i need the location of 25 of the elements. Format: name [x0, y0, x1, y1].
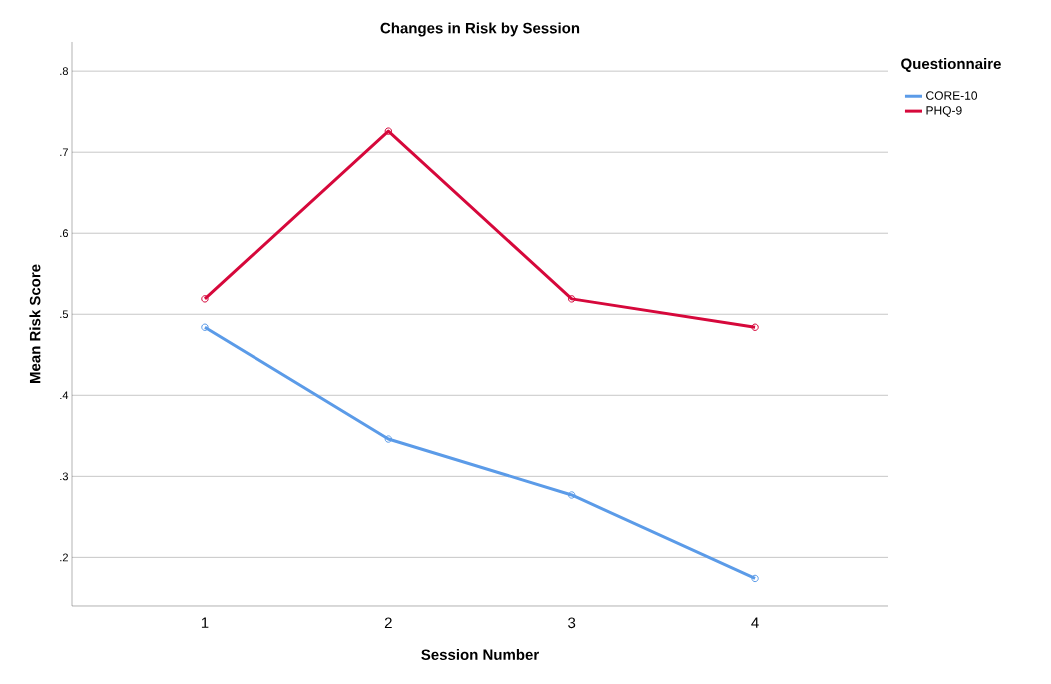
- y-tick-label: .4: [60, 391, 69, 400]
- y-tick-label: .3: [60, 472, 68, 481]
- point: [384, 127, 393, 135]
- point: [751, 323, 759, 331]
- point: [201, 295, 209, 303]
- x-tick-label: 1: [201, 617, 209, 628]
- x-tick-label: 2: [384, 617, 392, 628]
- y-tick-label: .8: [60, 67, 68, 76]
- point: [568, 491, 576, 499]
- x-axis-title: Session Number: [421, 649, 539, 661]
- y-tick-label: .7: [60, 148, 68, 156]
- point: [384, 435, 393, 443]
- legend-label: CORE-10: [926, 91, 978, 100]
- legend-label: PHQ-9: [926, 106, 962, 117]
- x-tick-label: 3: [568, 617, 576, 629]
- y-tick-label: .6: [60, 229, 68, 238]
- legend-title: Questionnaire: [901, 58, 1001, 72]
- x-tick-label: 4: [751, 617, 759, 628]
- point: [201, 323, 209, 331]
- y-axis-title: Mean Risk Score: [29, 264, 41, 384]
- point: [751, 574, 759, 583]
- y-tick-label: .5: [60, 310, 69, 319]
- point: [568, 295, 576, 303]
- y-tick-label: .2: [60, 553, 68, 562]
- chart-title: Changes in Risk by Session: [380, 22, 580, 37]
